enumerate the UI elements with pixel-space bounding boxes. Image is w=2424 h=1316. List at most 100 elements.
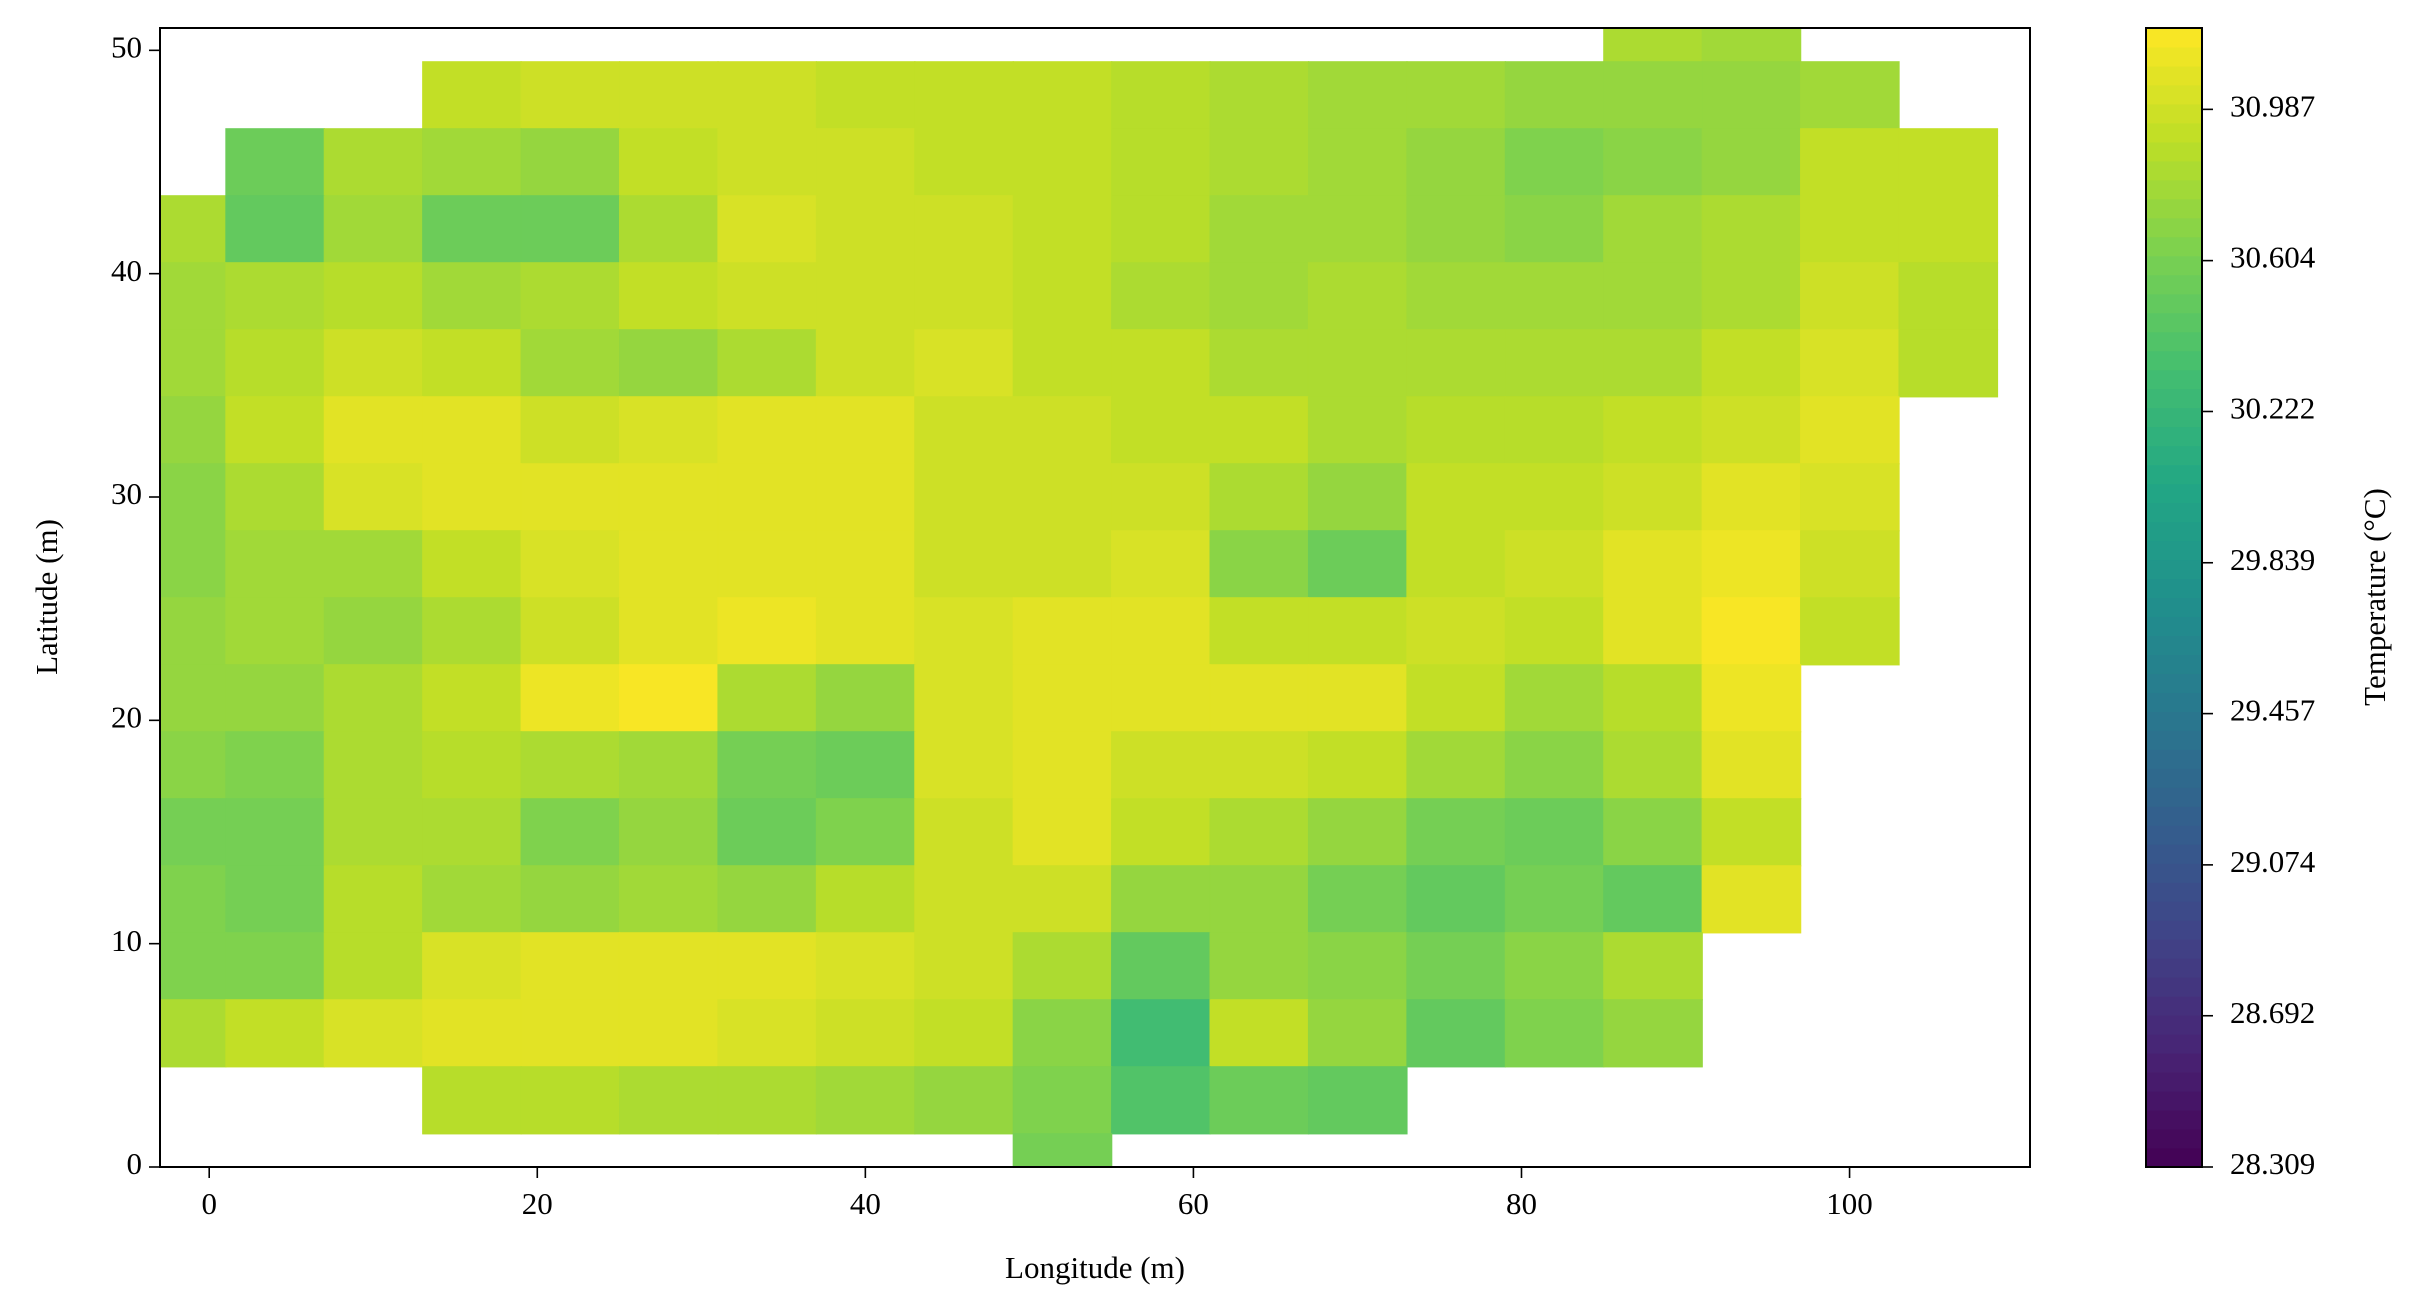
contour-cell bbox=[1111, 731, 1211, 800]
contour-cell bbox=[717, 396, 818, 465]
contour-cell bbox=[1701, 396, 1802, 465]
contour-cell bbox=[815, 597, 916, 666]
contour-cell bbox=[618, 262, 719, 331]
x-tick-label: 0 bbox=[201, 1186, 217, 1221]
contour-cell bbox=[1800, 262, 1900, 331]
contour-cell bbox=[815, 195, 916, 264]
contour-cell bbox=[914, 1066, 1014, 1135]
contour-cell bbox=[1307, 932, 1408, 1001]
colorbar-band bbox=[2146, 407, 2202, 428]
contour-cell bbox=[815, 865, 916, 934]
contour-cell bbox=[520, 396, 621, 465]
contour-cell bbox=[1701, 530, 1802, 599]
colorbar-tick-label: 30.604 bbox=[2230, 240, 2316, 275]
contour-cell bbox=[815, 932, 916, 1001]
colorbar-band bbox=[2146, 217, 2202, 238]
contour-cell bbox=[1701, 262, 1802, 331]
y-tick-label: 0 bbox=[127, 1146, 143, 1181]
colorbar-band bbox=[2146, 160, 2202, 181]
contour-cell bbox=[1406, 463, 1506, 532]
contour-cell bbox=[323, 731, 424, 800]
plot-frame bbox=[159, 27, 2031, 1168]
contour-cell bbox=[1307, 1066, 1408, 1135]
contour-cell bbox=[1111, 798, 1211, 867]
contour-cell bbox=[1603, 396, 1703, 465]
contour-cell bbox=[618, 128, 719, 197]
colorbar-band bbox=[2146, 141, 2202, 162]
contour-cell bbox=[520, 865, 621, 934]
contour-cell bbox=[1012, 329, 1113, 398]
colorbar-band bbox=[2146, 388, 2202, 409]
contour-cell bbox=[1012, 798, 1113, 867]
colorbar-band bbox=[2146, 920, 2202, 940]
colorbar-band bbox=[2146, 122, 2202, 143]
contour-cell bbox=[323, 999, 424, 1068]
contour-cell bbox=[1209, 195, 1310, 264]
contour-cell bbox=[618, 530, 719, 599]
contour-cell bbox=[422, 463, 522, 532]
contour-cell bbox=[160, 262, 227, 331]
colorbar-band bbox=[2146, 464, 2202, 485]
contour-cell bbox=[225, 396, 325, 465]
contour-cell bbox=[1800, 128, 1900, 197]
contour-cell bbox=[520, 932, 621, 1001]
contour-cell bbox=[1800, 396, 1900, 465]
contour-cell bbox=[160, 865, 227, 934]
contour-cell bbox=[1111, 530, 1211, 599]
contour-cell bbox=[1012, 731, 1113, 800]
contour-cell bbox=[1012, 61, 1113, 130]
contour-cell bbox=[815, 731, 916, 800]
contour-cell bbox=[1209, 128, 1310, 197]
contour-cell bbox=[1406, 731, 1506, 800]
contour-cell bbox=[1406, 932, 1506, 1001]
contour-cell bbox=[717, 932, 818, 1001]
contour-cell bbox=[520, 798, 621, 867]
contour-cell bbox=[1701, 597, 1802, 666]
colorbar-band bbox=[2146, 787, 2202, 807]
contour-cell bbox=[1012, 128, 1113, 197]
colorbar-band bbox=[2146, 825, 2202, 845]
contour-cell bbox=[160, 932, 227, 1001]
contour-cell bbox=[1603, 798, 1703, 867]
colorbar-band bbox=[2146, 65, 2202, 86]
colorbar-tick-label: 29.074 bbox=[2230, 844, 2316, 879]
contour-cell bbox=[1209, 396, 1310, 465]
colorbar-tick-label: 30.222 bbox=[2230, 391, 2315, 426]
contour-cell bbox=[1307, 530, 1408, 599]
contour-cell bbox=[1800, 530, 1900, 599]
contour-cell bbox=[914, 731, 1014, 800]
contour-cell bbox=[1307, 329, 1408, 398]
contour-cell bbox=[618, 999, 719, 1068]
contour-cell bbox=[717, 1066, 818, 1135]
contour-cell bbox=[1504, 597, 1605, 666]
colorbar-band bbox=[2146, 768, 2202, 788]
contour-cell bbox=[717, 530, 818, 599]
contour-cell bbox=[1209, 798, 1310, 867]
colorbar-band bbox=[2146, 597, 2202, 617]
contour-cell bbox=[618, 463, 719, 532]
contour-cell bbox=[1504, 932, 1605, 1001]
contour-cell bbox=[1406, 530, 1506, 599]
contour-cell bbox=[618, 932, 719, 1001]
contour-cell bbox=[1209, 463, 1310, 532]
contour-cell bbox=[1603, 999, 1703, 1068]
contour-cell bbox=[422, 128, 522, 197]
contour-cell bbox=[520, 530, 621, 599]
contour-cell bbox=[914, 865, 1014, 934]
contour-cell bbox=[717, 731, 818, 800]
contour-cell bbox=[1504, 664, 1605, 733]
contour-cell bbox=[422, 664, 522, 733]
contour-cell bbox=[160, 597, 227, 666]
contour-cell bbox=[815, 463, 916, 532]
contour-cell bbox=[1209, 530, 1310, 599]
contour-cell bbox=[717, 61, 818, 130]
contour-cell bbox=[520, 262, 621, 331]
contour-cell bbox=[225, 195, 325, 264]
contour-cell bbox=[618, 396, 719, 465]
contour-cell bbox=[815, 530, 916, 599]
contour-cell bbox=[1012, 1133, 1113, 1167]
contour-cell bbox=[1012, 530, 1113, 599]
contour-cell bbox=[1603, 128, 1703, 197]
contour-cell bbox=[717, 664, 818, 733]
contour-cell bbox=[1012, 865, 1113, 934]
